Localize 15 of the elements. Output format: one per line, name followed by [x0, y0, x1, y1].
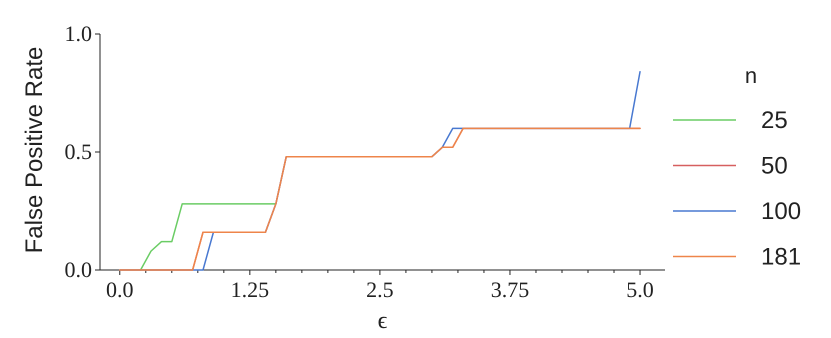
x-tick-label: 5.0 [626, 277, 654, 302]
legend-label: 181 [761, 244, 802, 270]
x-axis-title: ϵ [378, 308, 388, 334]
legend-title: n [744, 63, 758, 88]
y-tick-label: 0.0 [64, 257, 92, 282]
y-axis-title: False Positive Rate [21, 46, 48, 254]
legend-label: 100 [761, 198, 802, 225]
legend-label: 50 [761, 152, 788, 180]
x-tick-label: 0.0 [106, 277, 134, 302]
y-tick-label: 0.5 [64, 139, 92, 164]
x-tick-label: 2.5 [366, 277, 394, 302]
x-tick-label: 1.25 [230, 277, 270, 302]
legend-label: 25 [761, 107, 788, 134]
x-tick-label: 3.75 [490, 277, 530, 302]
y-tick-label: 1.0 [64, 21, 92, 46]
